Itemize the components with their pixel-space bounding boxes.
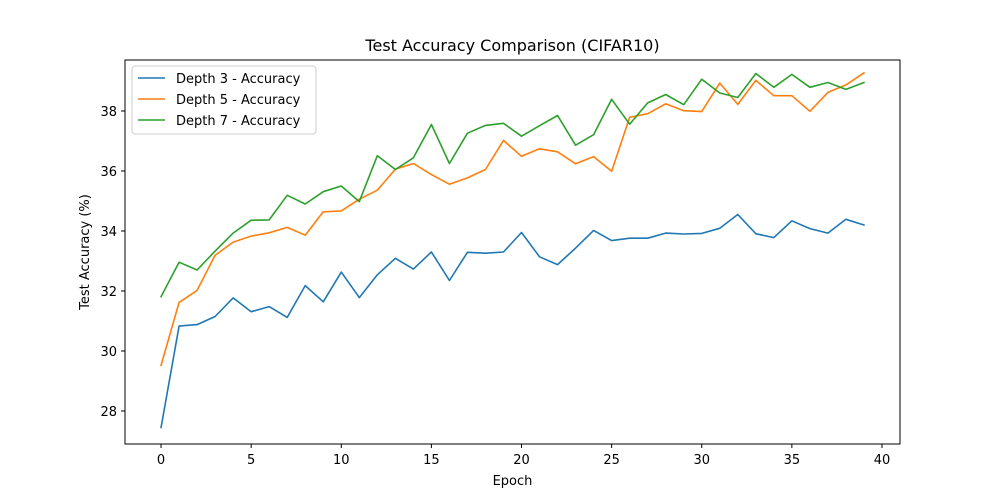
series-line-1 bbox=[160, 213, 865, 429]
y-tick-label: 38 bbox=[100, 105, 117, 120]
legend-label-2: Depth 5 - Accuracy bbox=[176, 93, 301, 108]
series-line-2 bbox=[160, 71, 866, 367]
x-tick-label: 20 bbox=[513, 453, 530, 468]
y-tick-label: 36 bbox=[100, 165, 117, 180]
x-tick-label: 5 bbox=[247, 453, 255, 468]
y-tick-label: 30 bbox=[100, 345, 117, 360]
y-tick-label: 32 bbox=[100, 285, 117, 300]
axes: 0 5 10 15 20 25 30 35 40 28 30 32 34 36 38 bbox=[100, 59, 901, 468]
y-axis-title: Test Accuracy (%) bbox=[78, 194, 93, 311]
legend-label-3: Depth 7 - Accuracy bbox=[176, 114, 301, 129]
y-tick-label: 28 bbox=[100, 405, 117, 420]
x-axis-title: Epoch bbox=[493, 474, 533, 489]
series-line-3 bbox=[159, 72, 865, 298]
x-tick-label: 10 bbox=[333, 453, 350, 468]
plot-frame bbox=[124, 59, 901, 445]
x-tick-label: 35 bbox=[784, 453, 801, 468]
legend-box bbox=[131, 65, 317, 135]
legend: Depth 3 - Accuracy Depth 5 - Accuracy Dept… bbox=[131, 65, 317, 135]
x-tick-label: 15 bbox=[423, 453, 440, 468]
x-tick-label: 0 bbox=[157, 453, 165, 468]
plot-area bbox=[159, 71, 866, 429]
x-tick-label: 30 bbox=[693, 453, 710, 468]
legend-label-1: Depth 3 - Accuracy bbox=[176, 72, 301, 87]
chart-title: Test Accuracy Comparison (CIFAR10) bbox=[364, 36, 659, 55]
x-tick-label: 25 bbox=[603, 453, 620, 468]
y-tick-label: 34 bbox=[100, 225, 117, 240]
x-tick-label: 40 bbox=[874, 453, 891, 468]
